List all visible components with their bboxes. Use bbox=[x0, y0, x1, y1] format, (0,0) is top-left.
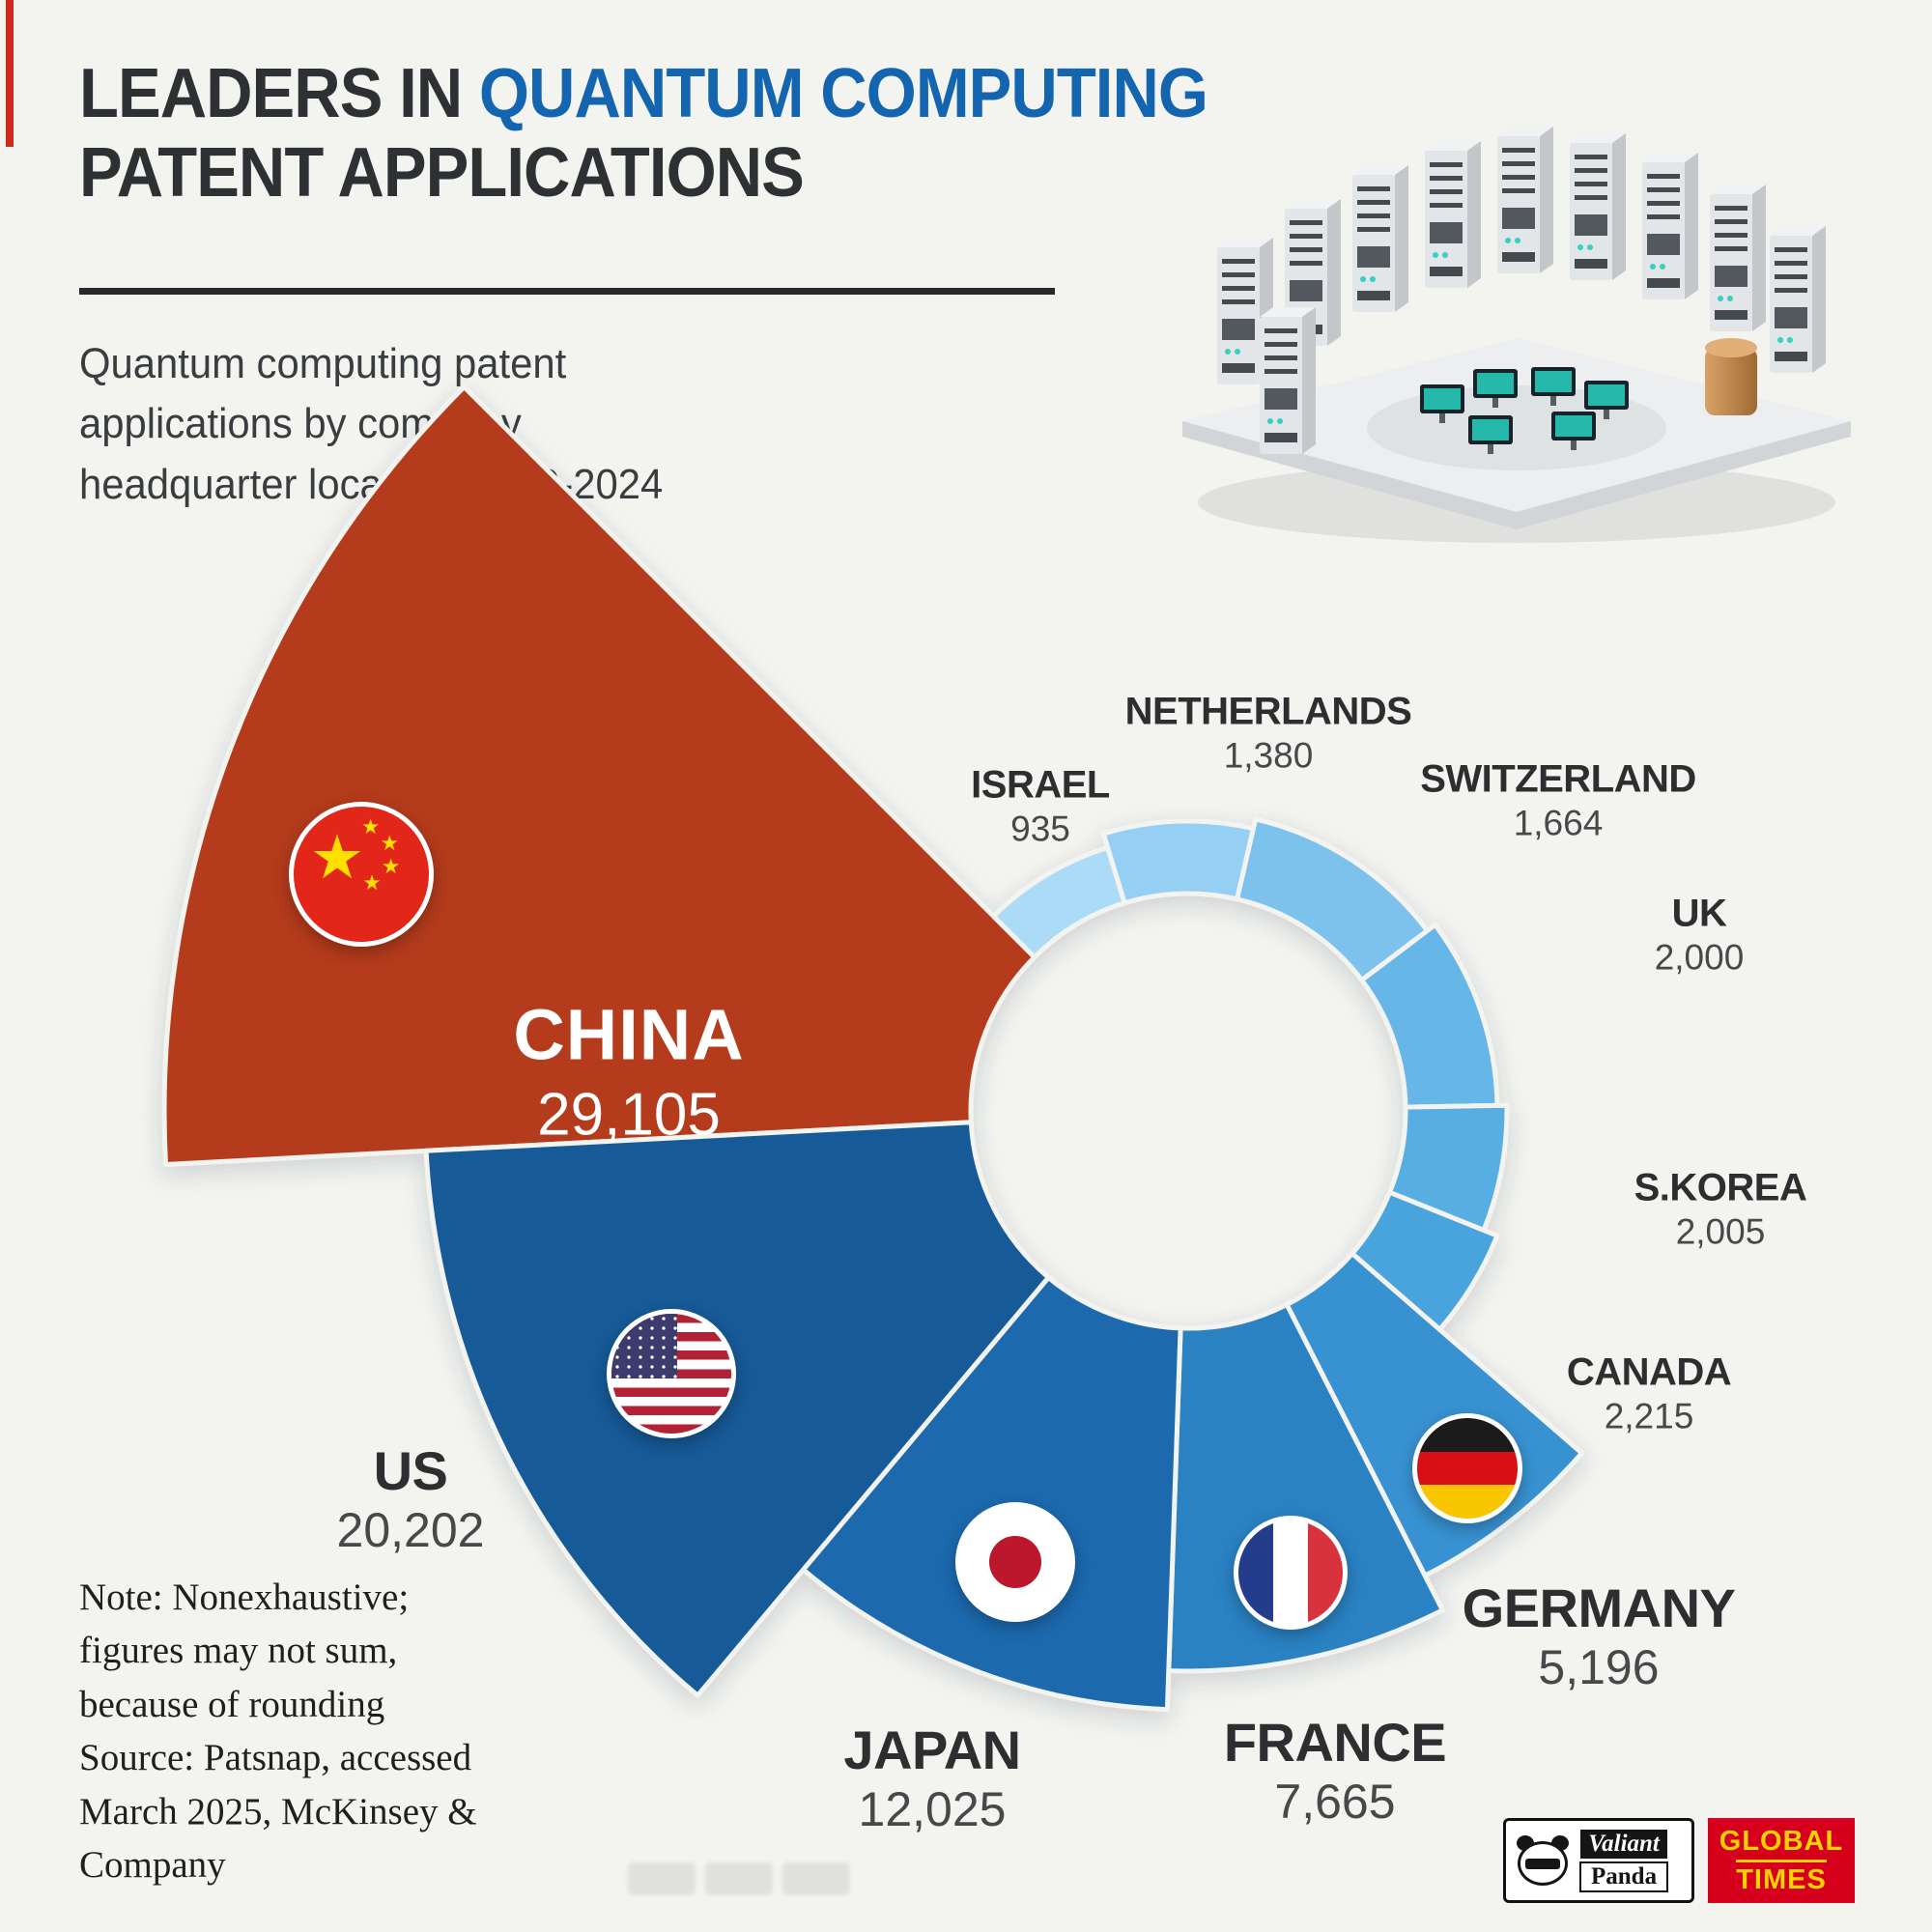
chart-label-us-name: US bbox=[373, 1439, 448, 1501]
chart-label-uk-value: 2,000 bbox=[1654, 937, 1745, 978]
china-flag-icon: ★ ★ ★ ★ ★ bbox=[289, 802, 434, 947]
chart-label-canada-name: CANADA bbox=[1566, 1350, 1732, 1394]
source-note: Note: Nonexhaustive; figures may not sum… bbox=[79, 1577, 477, 1886]
chart-label-switzerland-name: SWITZERLAND bbox=[1420, 757, 1696, 801]
china-flag-star: ★ bbox=[382, 854, 401, 878]
chart-segment-japan bbox=[801, 1274, 1183, 1713]
panda-icon bbox=[1514, 1833, 1572, 1888]
title-line2: PATENT APPLICATIONS bbox=[79, 134, 805, 213]
global-times-logo: GLOBAL TIMES bbox=[1708, 1818, 1855, 1903]
chart-label-us: US 20,202 bbox=[336, 1439, 485, 1558]
chart-label-skorea-value: 2,005 bbox=[1675, 1211, 1766, 1252]
germany-flag-icon bbox=[1412, 1413, 1522, 1523]
chart-label-japan: JAPAN 12,025 bbox=[843, 1719, 1021, 1837]
chart-label-netherlands-name: NETHERLANDS bbox=[1124, 690, 1412, 733]
chart-segment-china bbox=[161, 384, 1037, 1167]
chart-label-france: FRANCE 7,665 bbox=[1223, 1711, 1447, 1830]
chart-label-israel: ISRAEL 935 bbox=[971, 764, 1110, 848]
left-edge-accent bbox=[6, 0, 14, 147]
france-flag-icon bbox=[1234, 1516, 1348, 1630]
chart-label-switzerland-value: 1,664 bbox=[1513, 803, 1604, 843]
china-flag-star: ★ bbox=[380, 832, 399, 855]
chart-label-uk: UK 2,000 bbox=[1655, 893, 1745, 977]
china-flag-star: ★ bbox=[361, 815, 381, 839]
title-underline bbox=[79, 288, 1055, 295]
chart-label-us-value: 20,202 bbox=[336, 1503, 485, 1558]
chart-label-france-value: 7,665 bbox=[1274, 1775, 1396, 1830]
china-flag-star: ★ bbox=[362, 870, 382, 895]
chart-label-japan-name: JAPAN bbox=[843, 1719, 1021, 1780]
valiant-panda-logo-line1: Valiant bbox=[1580, 1829, 1667, 1859]
china-flag-star: ★ bbox=[309, 824, 365, 893]
chart-label-germany-value: 5,196 bbox=[1538, 1640, 1660, 1695]
global-times-logo-line2: TIMES bbox=[1736, 1859, 1827, 1894]
chart-label-uk-name: UK bbox=[1671, 892, 1727, 935]
chart-label-skorea: S.KOREA 2,005 bbox=[1634, 1167, 1807, 1251]
us-flag-icon bbox=[607, 1309, 736, 1438]
chart-label-germany-name: GERMANY bbox=[1462, 1577, 1736, 1638]
chart-label-israel-name: ISRAEL bbox=[971, 763, 1110, 807]
chart-label-france-name: FRANCE bbox=[1223, 1711, 1447, 1773]
chart-label-canada-value: 2,215 bbox=[1604, 1396, 1694, 1436]
valiant-panda-logo: Valiant Panda bbox=[1503, 1818, 1694, 1903]
server-room-illustration bbox=[1182, 127, 1851, 543]
chart-subtitle: Quantum computing patent applications by… bbox=[79, 340, 664, 508]
watermark bbox=[628, 1862, 850, 1895]
chart-label-israel-value: 935 bbox=[1010, 809, 1070, 849]
chart-label-china: CHINA 29,105 bbox=[513, 994, 745, 1149]
chart-label-netherlands: NETHERLANDS 1,380 bbox=[1125, 691, 1412, 775]
chart-label-china-name: CHINA bbox=[513, 994, 745, 1075]
chart-label-germany: GERMANY 5,196 bbox=[1462, 1577, 1736, 1695]
title-line1: LEADERS IN QUANTUM COMPUTING bbox=[79, 54, 1208, 133]
japan-flag-icon bbox=[955, 1502, 1075, 1622]
chart-label-canada: CANADA 2,215 bbox=[1566, 1350, 1732, 1436]
valiant-panda-logo-line2: Panda bbox=[1579, 1861, 1669, 1892]
chart-label-china-value: 29,105 bbox=[537, 1081, 721, 1149]
chart-label-switzerland: SWITZERLAND 1,664 bbox=[1420, 758, 1696, 842]
global-times-logo-line1: GLOBAL bbox=[1719, 1826, 1844, 1858]
page-title: LEADERS IN QUANTUM COMPUTING PATENT APPL… bbox=[79, 54, 1208, 213]
valiant-panda-logo-text: Valiant Panda bbox=[1579, 1829, 1669, 1892]
title-highlight: QUANTUM COMPUTING bbox=[478, 55, 1208, 132]
chart-label-netherlands-value: 1,380 bbox=[1223, 735, 1314, 776]
chart-segment-us bbox=[423, 1120, 1051, 1698]
title-prefix: LEADERS IN bbox=[79, 55, 479, 132]
chart-label-skorea-name: S.KOREA bbox=[1634, 1166, 1807, 1209]
chart-label-japan-value: 12,025 bbox=[858, 1782, 1007, 1837]
